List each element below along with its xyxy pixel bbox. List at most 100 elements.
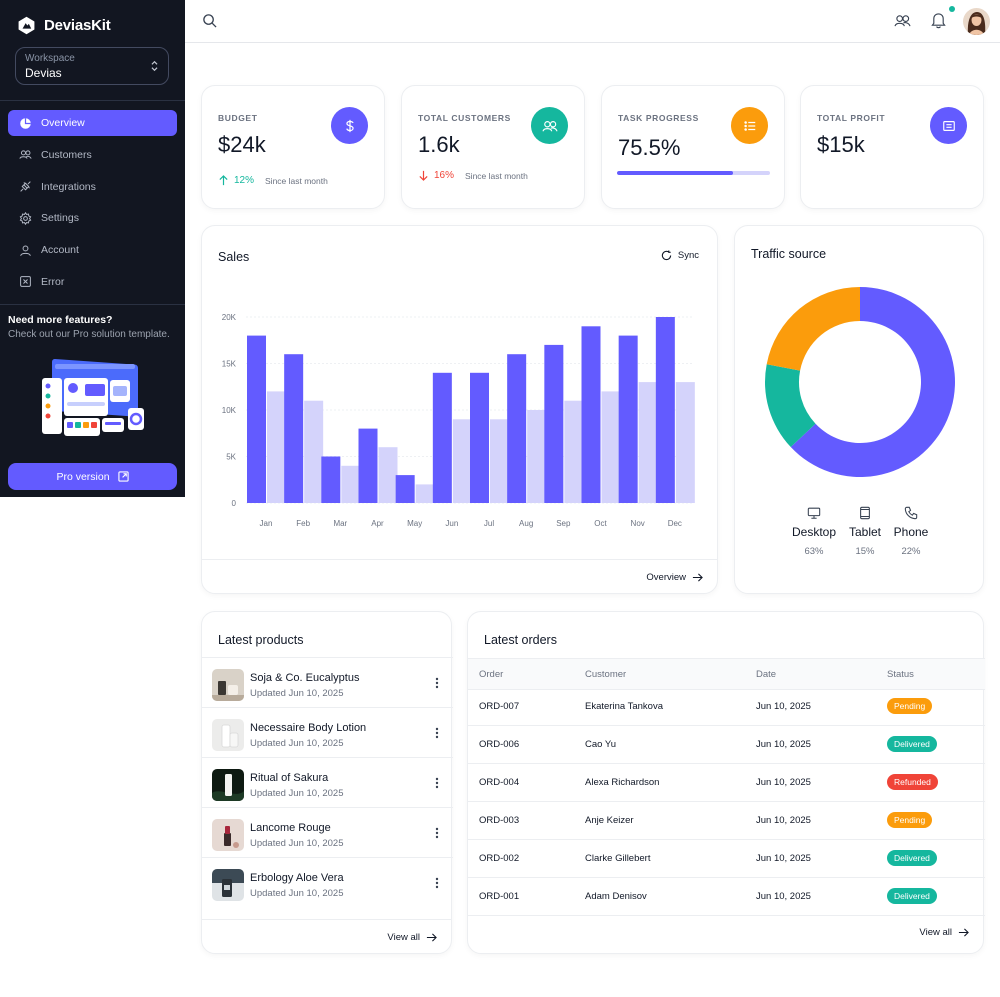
bar-last-year-sep[interactable] (564, 400, 584, 503)
order-id: ORD-002 (479, 853, 520, 864)
more-vertical-icon[interactable] (435, 827, 439, 839)
logo-icon (18, 16, 35, 35)
bar-last-year-jan[interactable] (267, 391, 286, 503)
legend-desktop-value: 63% (804, 546, 824, 557)
list-item[interactable]: Erbology Aloe Vera Updated Jun 10, 2025 (202, 857, 453, 907)
sidebar-item-settings[interactable]: Settings (8, 205, 177, 231)
product-name: Erbology Aloe Vera (250, 872, 344, 884)
sales-footer-divider (202, 559, 717, 560)
status-badge: Delivered (887, 850, 937, 866)
workspace-label: Workspace (25, 53, 75, 64)
bar-this-year-mar[interactable] (321, 456, 341, 504)
table-row[interactable]: ORD-004 Alexa Richardson Jun 10, 2025 Re… (468, 764, 985, 802)
donut-slice-tablet[interactable] (765, 364, 816, 448)
bar-this-year-may[interactable] (395, 475, 415, 503)
bar-last-year-oct[interactable] (601, 391, 621, 503)
list-item[interactable]: Lancome Rouge Updated Jun 10, 2025 (202, 807, 453, 857)
top-bar (185, 0, 1000, 43)
sidebar-item-integrations[interactable]: Integrations (8, 174, 177, 200)
sidebar-item-account[interactable]: Account (8, 237, 177, 263)
list-item[interactable]: Necessaire Body Lotion Updated Jun 10, 2… (202, 707, 453, 757)
bar-this-year-dec[interactable] (655, 317, 675, 503)
currency-dollar-icon (345, 119, 354, 132)
donut-slice-desktop[interactable] (790, 287, 955, 477)
user-icon (19, 244, 32, 257)
table-row[interactable]: ORD-003 Anje Keizer Jun 10, 2025 Pending (468, 802, 985, 840)
table-row[interactable]: ORD-006 Cao Yu Jun 10, 2025 Delivered (468, 726, 985, 764)
budget-label: BUDGET (218, 113, 258, 123)
table-row[interactable]: ORD-001 Adam Denisov Jun 10, 2025 Delive… (468, 878, 985, 916)
bell-icon[interactable] (931, 12, 946, 29)
x-square-icon (19, 275, 32, 288)
status-badge: Refunded (887, 774, 938, 790)
customers-since: Since last month (465, 170, 528, 181)
bar-last-year-apr[interactable] (378, 447, 398, 503)
x-tick-label: Sep (556, 519, 571, 528)
orders-view-all-link[interactable]: View all (919, 927, 969, 938)
table-row[interactable]: ORD-002 Clarke Gillebert Jun 10, 2025 De… (468, 840, 985, 878)
refresh-icon (661, 250, 672, 261)
bar-last-year-may[interactable] (415, 484, 435, 503)
order-id: ORD-007 (479, 701, 520, 712)
column-header-order[interactable]: Order (479, 669, 504, 680)
bar-last-year-nov[interactable] (638, 382, 658, 503)
profit-label: TOTAL PROFIT (817, 113, 886, 123)
column-header-date[interactable]: Date (756, 669, 777, 680)
gear-icon (19, 211, 32, 225)
contacts-icon[interactable] (894, 13, 911, 28)
list-item[interactable]: Soja & Co. Eucalyptus Updated Jun 10, 20… (202, 657, 453, 707)
bar-last-year-mar[interactable] (341, 465, 361, 503)
products-footer-divider (202, 919, 451, 920)
avatar[interactable] (963, 8, 990, 35)
more-vertical-icon[interactable] (435, 777, 439, 789)
bar-this-year-aug[interactable] (507, 354, 527, 503)
bar-this-year-nov[interactable] (618, 335, 638, 503)
bar-this-year-jul[interactable] (470, 372, 489, 503)
task-progress-bar (617, 171, 770, 175)
bar-last-year-aug[interactable] (527, 410, 547, 503)
sidebar-item-overview[interactable]: Overview (8, 110, 177, 136)
orders-table-header: Order Customer Date Status (468, 658, 985, 690)
legend-tablet: Tablet 15% (845, 506, 885, 557)
sidebar-item-error[interactable]: Error (8, 269, 177, 295)
sidebar-item-customers[interactable]: Customers (8, 142, 177, 168)
workspace-value: Devias (25, 66, 62, 80)
more-vertical-icon[interactable] (435, 727, 439, 739)
sidebar-divider (0, 100, 185, 101)
sales-title: Sales (218, 250, 250, 264)
logo[interactable]: DeviasKit (17, 16, 111, 35)
list-item[interactable]: Ritual of Sakura Updated Jun 10, 2025 (202, 757, 453, 807)
x-tick-label: Dec (668, 519, 682, 528)
bar-last-year-jun[interactable] (452, 419, 472, 503)
view-all-label: View all (387, 932, 420, 943)
product-date: Updated Jun 10, 2025 (250, 788, 344, 799)
bar-this-year-jun[interactable] (432, 372, 452, 503)
bar-last-year-dec[interactable] (675, 382, 695, 503)
plugs-icon (19, 180, 32, 193)
workspace-selector[interactable]: Workspace Devias (15, 47, 169, 85)
bar-this-year-oct[interactable] (581, 326, 601, 503)
donut-slice-phone[interactable] (766, 287, 860, 371)
bar-this-year-feb[interactable] (284, 354, 304, 503)
column-header-customer[interactable]: Customer (585, 669, 627, 680)
table-row[interactable]: ORD-007 Ekaterina Tankova Jun 10, 2025 P… (468, 688, 985, 726)
sidebar-divider (0, 304, 185, 305)
sync-button[interactable]: Sync (661, 250, 699, 261)
overview-link[interactable]: Overview (646, 572, 703, 583)
bar-this-year-sep[interactable] (544, 344, 564, 503)
products-view-all-link[interactable]: View all (387, 932, 437, 943)
column-header-status[interactable]: Status (887, 669, 914, 680)
bar-this-year-jan[interactable] (247, 335, 266, 503)
pro-version-button[interactable]: Pro version (8, 463, 177, 490)
traffic-title: Traffic source (751, 247, 827, 261)
pro-version-label: Pro version (56, 470, 110, 483)
bar-last-year-jul[interactable] (490, 419, 509, 503)
more-vertical-icon[interactable] (435, 677, 439, 689)
search-icon[interactable] (202, 13, 217, 28)
more-vertical-icon[interactable] (435, 877, 439, 889)
bar-last-year-feb[interactable] (304, 400, 324, 503)
promo-illustration (42, 359, 144, 436)
sync-label: Sync (677, 250, 699, 261)
bar-this-year-apr[interactable] (358, 428, 378, 503)
product-thumbnail (212, 819, 244, 851)
